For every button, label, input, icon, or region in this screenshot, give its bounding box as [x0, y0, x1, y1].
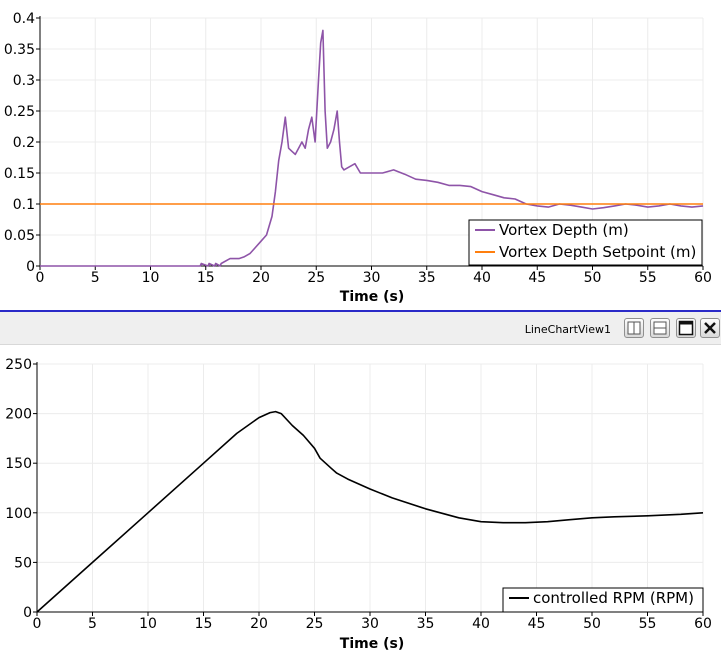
x-tick-label: 25	[307, 270, 325, 286]
legend: controlled RPM (RPM)	[502, 587, 704, 613]
view-title: LineChartView1	[524, 323, 611, 336]
x-tick-label: 30	[361, 616, 379, 632]
legend-label: Vortex Depth Setpoint (m)	[499, 243, 696, 261]
x-tick-label: 0	[36, 270, 45, 286]
x-tick-label: 20	[252, 270, 270, 286]
x-tick-label: 45	[528, 270, 546, 286]
x-tick-label: 40	[472, 616, 490, 632]
x-tick-label: 5	[91, 270, 100, 286]
y-tick-label: 0.4	[13, 11, 35, 27]
x-tick-label: 0	[33, 616, 42, 632]
split-horizontal-icon	[627, 321, 641, 335]
legend-box	[502, 587, 704, 613]
x-tick-label: 5	[88, 616, 97, 632]
view-toolbar: LineChartView1	[0, 312, 721, 345]
split-vertical-icon	[653, 321, 667, 335]
maximize-icon	[678, 320, 694, 336]
y-tick-label: 50	[14, 555, 32, 571]
series-line-1[interactable]	[36, 410, 704, 613]
x-tick-label: 55	[639, 270, 657, 286]
y-tick-label: 0.2	[13, 135, 35, 151]
x-tick-label: 15	[197, 270, 215, 286]
x-tick-label: 50	[583, 616, 601, 632]
x-axis-title: Time (s)	[340, 636, 404, 652]
x-tick-label: 35	[418, 270, 436, 286]
y-tick-label: 200	[5, 407, 32, 423]
y-tick-label: 0.05	[4, 228, 35, 244]
split-vertical-button[interactable]	[650, 318, 670, 338]
y-tick-label: 100	[5, 506, 32, 522]
y-tick-label: 150	[5, 456, 32, 472]
x-axis-title: Time (s)	[340, 289, 404, 305]
y-tick-label: 0.1	[13, 197, 35, 213]
x-axis-label: Time (s)	[340, 636, 404, 652]
legend-label: Vortex Depth (m)	[499, 221, 629, 239]
legend: Vortex Depth (m) Vortex Depth Setpoint (m…	[468, 219, 703, 266]
x-tick-label: 45	[528, 616, 546, 632]
y-tick-label: 0	[26, 259, 35, 275]
x-tick-label: 30	[363, 270, 381, 286]
legend-box	[468, 219, 703, 266]
close-icon	[704, 322, 716, 334]
view-separator[interactable]	[0, 310, 721, 312]
x-tick-label: 60	[694, 270, 712, 286]
x-tick-label: 35	[417, 616, 435, 632]
legend-label: controlled RPM (RPM)	[533, 589, 694, 607]
x-tick-label: 10	[142, 270, 160, 286]
grid	[36, 363, 704, 613]
close-button[interactable]	[700, 318, 720, 338]
y-tick-label: 0.3	[13, 73, 35, 89]
y-tick-label: 0.15	[4, 166, 35, 182]
x-tick-label: 40	[473, 270, 491, 286]
x-tick-label: 55	[639, 616, 657, 632]
x-tick-label: 20	[250, 616, 268, 632]
y-tick-label: 0.25	[4, 104, 35, 120]
x-tick-label: 10	[139, 616, 157, 632]
y-tick-label: 0	[23, 605, 32, 621]
split-horizontal-button[interactable]	[624, 318, 644, 338]
y-tick-label: 250	[5, 357, 32, 373]
x-axis-label: Time (s)	[340, 289, 404, 305]
x-tick-label: 15	[195, 616, 213, 632]
vortex-depth-chart[interactable]: Time (s) 0 5 10 15 20 25 30 35 40 45 50 55 60 0 0.05 0.…	[0, 0, 721, 310]
controlled-rpm-chart[interactable]: Time (s) 0 5 10 15 20 25 30 35 40 45 50 55 60 0 50 100 1…	[0, 345, 721, 656]
maximize-button[interactable]	[676, 318, 696, 338]
y-tick-label: 0.35	[4, 42, 35, 58]
x-tick-label: 50	[584, 270, 602, 286]
x-tick-label: 25	[306, 616, 324, 632]
x-tick-label: 60	[694, 616, 712, 632]
